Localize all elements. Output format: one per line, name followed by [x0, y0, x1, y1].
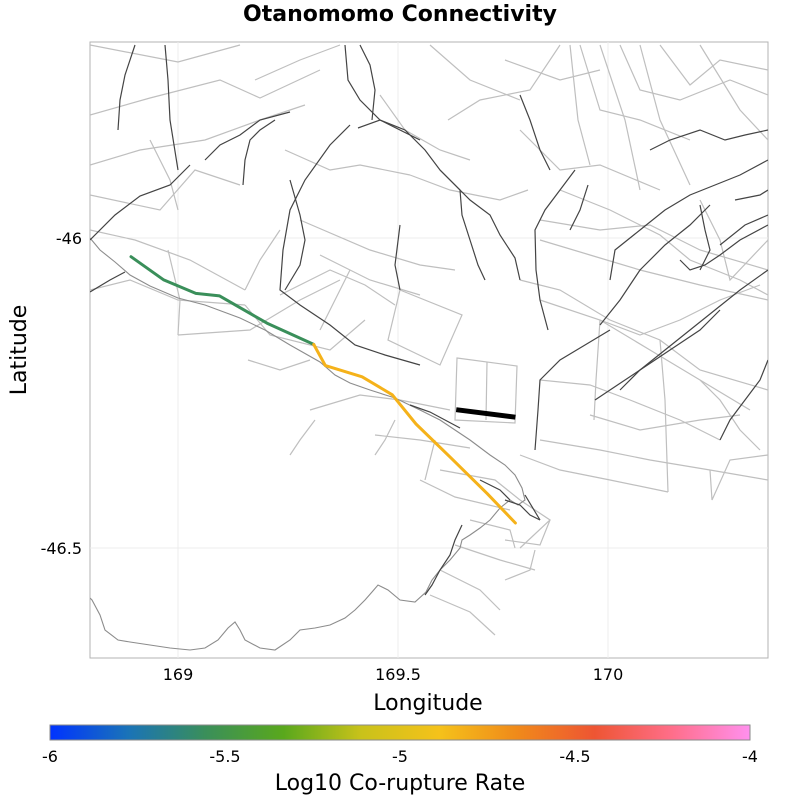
connected-sections — [129, 255, 517, 525]
x-tick-label: 169 — [163, 665, 194, 684]
colorbar-tick-label: -6 — [42, 747, 58, 766]
dark-fault-sections — [90, 44, 768, 596]
chart-title: Otanomomo Connectivity — [243, 2, 557, 27]
colorbar-tick-label: -4.5 — [559, 747, 590, 766]
background-fault-sections — [90, 44, 768, 636]
x-tick-label: 170 — [593, 665, 624, 684]
grid — [90, 42, 768, 658]
target-fault-layer — [455, 407, 516, 420]
colorbar — [49, 724, 751, 741]
x-axis-title: Longitude — [373, 691, 482, 716]
coastline — [90, 237, 526, 651]
colorbar-tick-label: -5.5 — [209, 747, 240, 766]
connected-fault-section-1 — [129, 255, 316, 346]
colorbar-ticks: -6 -5.5 -5 -4.5 -4 — [42, 747, 758, 766]
y-tick-label: -46 — [56, 229, 82, 248]
plot-area — [89, 41, 769, 659]
target-fault — [455, 407, 516, 420]
y-tick-label: -46.5 — [41, 539, 82, 558]
colorbar-title: Log10 Co-rupture Rate — [275, 771, 526, 796]
y-axis-title: Latitude — [7, 305, 32, 396]
colorbar-tick-label: -4 — [742, 747, 758, 766]
colorbar-tick-label: -5 — [392, 747, 408, 766]
x-tick-label: 169.5 — [375, 665, 421, 684]
connected-fault-section-2 — [312, 342, 517, 525]
